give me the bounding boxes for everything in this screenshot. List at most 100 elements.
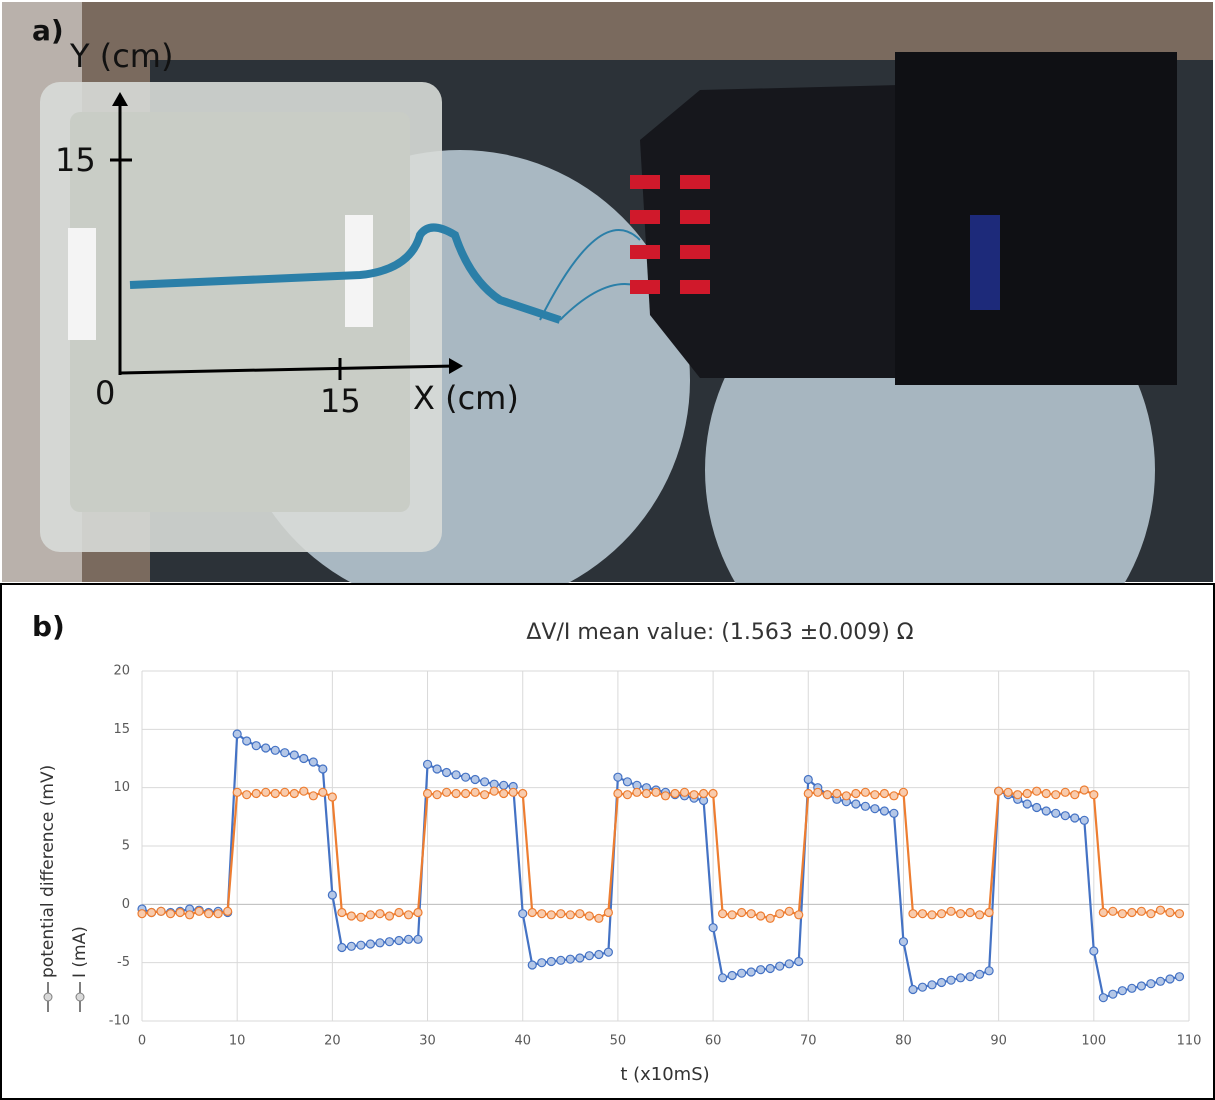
data-point bbox=[995, 787, 1003, 795]
data-point bbox=[281, 788, 289, 796]
x-tick-label: 20 bbox=[324, 1034, 341, 1049]
data-point bbox=[271, 790, 279, 798]
data-point bbox=[528, 909, 536, 917]
data-point bbox=[547, 958, 555, 966]
data-point bbox=[976, 970, 984, 978]
y-tick-label: 5 bbox=[122, 839, 130, 854]
data-point bbox=[1080, 816, 1088, 824]
data-point bbox=[233, 788, 241, 796]
x-tick-label: 90 bbox=[990, 1034, 1007, 1049]
data-point bbox=[566, 955, 574, 963]
data-point bbox=[252, 790, 260, 798]
data-point bbox=[966, 973, 974, 981]
data-point bbox=[1118, 987, 1126, 995]
data-point bbox=[880, 807, 888, 815]
data-point bbox=[757, 966, 765, 974]
data-point bbox=[376, 910, 384, 918]
data-point bbox=[738, 969, 746, 977]
legend-marker bbox=[76, 993, 84, 1001]
data-point bbox=[290, 751, 298, 759]
data-point bbox=[804, 776, 812, 784]
data-point bbox=[957, 974, 965, 982]
data-point bbox=[281, 749, 289, 757]
data-point bbox=[471, 776, 479, 784]
data-point bbox=[233, 730, 241, 738]
data-point bbox=[262, 788, 270, 796]
data-point bbox=[1166, 975, 1174, 983]
data-point bbox=[205, 910, 213, 918]
data-point bbox=[395, 909, 403, 917]
data-point bbox=[500, 781, 508, 789]
data-point bbox=[433, 791, 441, 799]
data-point bbox=[728, 911, 736, 919]
data-point bbox=[1128, 984, 1136, 992]
data-point bbox=[424, 760, 432, 768]
data-point bbox=[823, 791, 831, 799]
data-point bbox=[1080, 786, 1088, 794]
data-point bbox=[481, 791, 489, 799]
y-tick-label: 15 bbox=[113, 722, 130, 737]
data-point bbox=[814, 788, 822, 796]
data-point bbox=[376, 939, 384, 947]
x-tick-label: 40 bbox=[514, 1034, 531, 1049]
panel-label: b) bbox=[32, 610, 65, 643]
x-axis-label: X (cm) bbox=[413, 379, 519, 417]
data-point bbox=[319, 765, 327, 773]
data-point bbox=[1033, 787, 1041, 795]
data-point bbox=[347, 912, 355, 920]
data-point bbox=[366, 911, 374, 919]
device bbox=[895, 52, 1177, 385]
data-point bbox=[871, 805, 879, 813]
data-point bbox=[1099, 994, 1107, 1002]
data-point bbox=[328, 793, 336, 801]
data-point bbox=[338, 944, 346, 952]
data-point bbox=[614, 790, 622, 798]
data-point bbox=[471, 788, 479, 796]
connector bbox=[68, 228, 96, 340]
data-point bbox=[452, 771, 460, 779]
data-point bbox=[785, 907, 793, 915]
data-point bbox=[433, 765, 441, 773]
data-point bbox=[1175, 910, 1183, 918]
page: Y (cm) 15 0 15 X (cm) a) b) ΔV/I mean va… bbox=[0, 0, 1215, 1100]
data-point bbox=[243, 791, 251, 799]
data-point bbox=[719, 910, 727, 918]
x-tick-label: 50 bbox=[610, 1034, 627, 1049]
data-point bbox=[890, 809, 898, 817]
data-point bbox=[728, 972, 736, 980]
data-point bbox=[1052, 791, 1060, 799]
y-tick-label: 10 bbox=[113, 780, 130, 795]
data-point bbox=[452, 790, 460, 798]
data-point bbox=[405, 935, 413, 943]
data-point bbox=[167, 910, 175, 918]
data-point bbox=[1090, 791, 1098, 799]
data-point bbox=[766, 965, 774, 973]
data-point bbox=[157, 907, 165, 915]
data-point bbox=[633, 788, 641, 796]
x-tick-label: 0 bbox=[138, 1034, 146, 1049]
data-point bbox=[871, 791, 879, 799]
data-point bbox=[176, 909, 184, 917]
data-point bbox=[938, 979, 946, 987]
data-point bbox=[852, 800, 860, 808]
data-point bbox=[576, 954, 584, 962]
data-point bbox=[747, 968, 755, 976]
chart-frame bbox=[1, 584, 1214, 1099]
data-point bbox=[966, 909, 974, 917]
data-point bbox=[566, 911, 574, 919]
data-point bbox=[795, 911, 803, 919]
data-point bbox=[414, 935, 422, 943]
data-point bbox=[976, 911, 984, 919]
figure: Y (cm) 15 0 15 X (cm) a) b) ΔV/I mean va… bbox=[0, 0, 1215, 1100]
data-point bbox=[776, 910, 784, 918]
legend-label: I (mA) bbox=[70, 926, 90, 978]
data-point bbox=[424, 790, 432, 798]
data-point bbox=[690, 791, 698, 799]
data-point bbox=[1137, 907, 1145, 915]
data-point bbox=[662, 792, 670, 800]
data-point bbox=[186, 911, 194, 919]
data-point bbox=[500, 790, 508, 798]
data-point bbox=[319, 788, 327, 796]
y-tick-label: -10 bbox=[109, 1014, 130, 1029]
data-point bbox=[138, 910, 146, 918]
